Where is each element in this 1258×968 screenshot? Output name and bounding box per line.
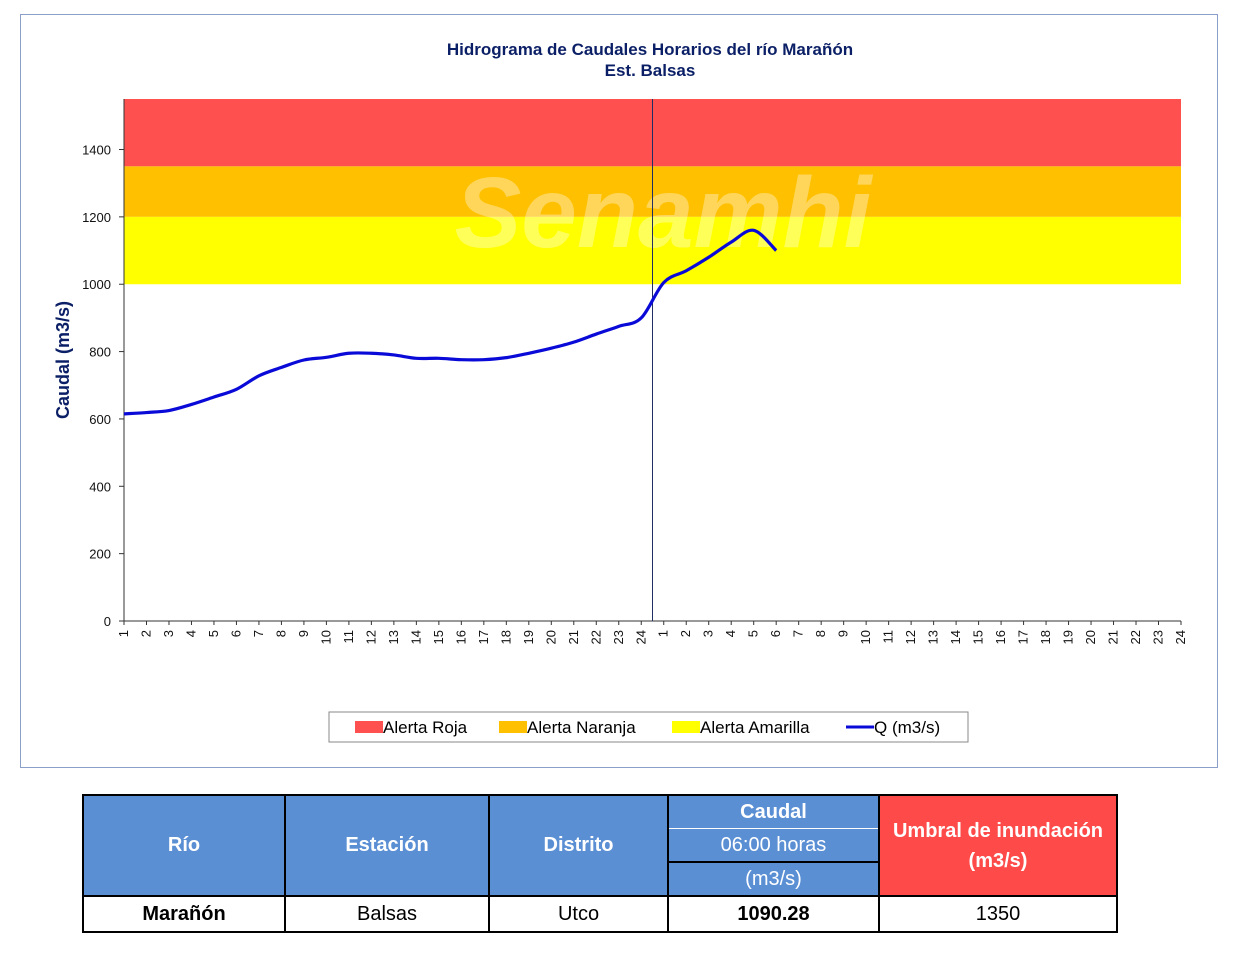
x-tick-label: 18 xyxy=(498,630,513,644)
x-tick-label: 12 xyxy=(363,630,378,644)
x-tick-label: 22 xyxy=(588,630,603,644)
x-tick-label: 3 xyxy=(701,630,716,637)
watermark: Senamhi xyxy=(455,157,874,269)
y-tick-label: 1000 xyxy=(82,277,111,292)
x-tick-label: 10 xyxy=(858,630,873,644)
y-tick-label: 200 xyxy=(89,547,111,562)
x-tick-label: 23 xyxy=(1151,630,1166,644)
chart-frame: Hidrograma de Caudales Horarios del río … xyxy=(20,14,1218,768)
x-tick-label: 13 xyxy=(386,630,401,644)
x-tick-label: 7 xyxy=(251,630,266,637)
cell-caudal: 1090.28 xyxy=(667,895,880,933)
x-tick-label: 19 xyxy=(521,630,536,644)
header-umbral: Umbral de inundación (m3/s) xyxy=(878,794,1118,897)
header-caudal: Caudal xyxy=(667,794,880,829)
chart-legend: Alerta Roja Alerta Naranja Alerta Amarilla… xyxy=(328,711,969,743)
legend-label-2: Alerta Amarilla xyxy=(700,718,810,737)
x-tick-label: 8 xyxy=(273,630,288,637)
legend-label-1: Alerta Naranja xyxy=(527,718,636,737)
x-tick-label: 14 xyxy=(408,630,423,644)
cell-estacion: Balsas xyxy=(284,895,490,933)
header-estacion: Estación xyxy=(284,794,490,897)
y-tick-label: 400 xyxy=(89,479,111,494)
x-tick-label: 9 xyxy=(296,630,311,637)
y-tick-label: 600 xyxy=(89,412,111,427)
x-tick-label: 13 xyxy=(926,630,941,644)
x-tick-label: 24 xyxy=(633,630,648,644)
x-tick-label: 21 xyxy=(566,630,581,644)
cell-umbral: 1350 xyxy=(878,895,1118,933)
x-tick-label: 11 xyxy=(881,630,896,644)
legend-swatch-1 xyxy=(499,721,527,733)
hydrograph-chart: Hidrograma de Caudales Horarios del río … xyxy=(53,40,1188,743)
x-tick-label: 24 xyxy=(1173,630,1188,644)
header-hora: 06:00 horas xyxy=(667,828,880,863)
header-rio: Río xyxy=(82,794,286,897)
x-tick-label: 1 xyxy=(656,630,671,637)
x-tick-label: 14 xyxy=(948,630,963,644)
x-tick-label: 22 xyxy=(1128,630,1143,644)
cell-rio: Marañón xyxy=(82,895,286,933)
header-distrito: Distrito xyxy=(488,794,669,897)
x-tick-label: 6 xyxy=(768,630,783,637)
x-tick-label: 16 xyxy=(993,630,1008,644)
y-tick-label: 1200 xyxy=(82,210,111,225)
x-tick-label: 15 xyxy=(431,630,446,644)
x-tick-label: 4 xyxy=(723,630,738,637)
y-tick-label: 800 xyxy=(89,345,111,360)
x-tick-label: 15 xyxy=(971,630,986,644)
legend-label-0: Alerta Roja xyxy=(383,718,468,737)
x-tick-label: 4 xyxy=(183,630,198,637)
series-line-q xyxy=(123,228,778,416)
x-tick-label: 20 xyxy=(1083,630,1098,644)
x-tick-label: 5 xyxy=(746,630,761,637)
x-tick-label: 19 xyxy=(1061,630,1076,644)
y-axis-label: Caudal (m3/s) xyxy=(53,301,73,419)
x-tick-label: 20 xyxy=(543,630,558,644)
x-tick-label: 6 xyxy=(228,630,243,637)
x-tick-label: 2 xyxy=(678,630,693,637)
x-tick-label: 17 xyxy=(1016,630,1031,644)
x-tick-label: 5 xyxy=(206,630,221,637)
cell-distrito: Utco xyxy=(488,895,669,933)
x-tick-label: 2 xyxy=(138,630,153,637)
legend-swatch-2 xyxy=(672,721,700,733)
chart-subtitle: Est. Balsas xyxy=(605,61,696,80)
x-tick-label: 7 xyxy=(791,630,806,637)
x-tick-label: 9 xyxy=(836,630,851,637)
y-tick-label: 0 xyxy=(104,614,111,629)
x-tick-label: 23 xyxy=(611,630,626,644)
x-tick-label: 21 xyxy=(1106,630,1121,644)
legend-swatch-0 xyxy=(355,721,383,733)
x-tick-label: 12 xyxy=(903,630,918,644)
x-tick-label: 11 xyxy=(341,630,356,644)
chart-series xyxy=(123,228,778,416)
x-tick-label: 1 xyxy=(116,630,131,637)
y-tick-label: 1400 xyxy=(82,143,111,158)
station-info-table: Río Estación Distrito Caudal Umbral de i… xyxy=(82,794,1118,933)
x-tick-label: 10 xyxy=(318,630,333,644)
x-tick-label: 16 xyxy=(453,630,468,644)
x-tick-label: 8 xyxy=(813,630,828,637)
header-unidad: (m3/s) xyxy=(667,861,880,897)
legend-label-3: Q (m3/s) xyxy=(874,718,940,737)
x-tick-label: 18 xyxy=(1038,630,1053,644)
x-tick-label: 17 xyxy=(476,630,491,644)
x-tick-label: 3 xyxy=(161,630,176,637)
chart-title: Hidrograma de Caudales Horarios del río … xyxy=(447,40,853,59)
